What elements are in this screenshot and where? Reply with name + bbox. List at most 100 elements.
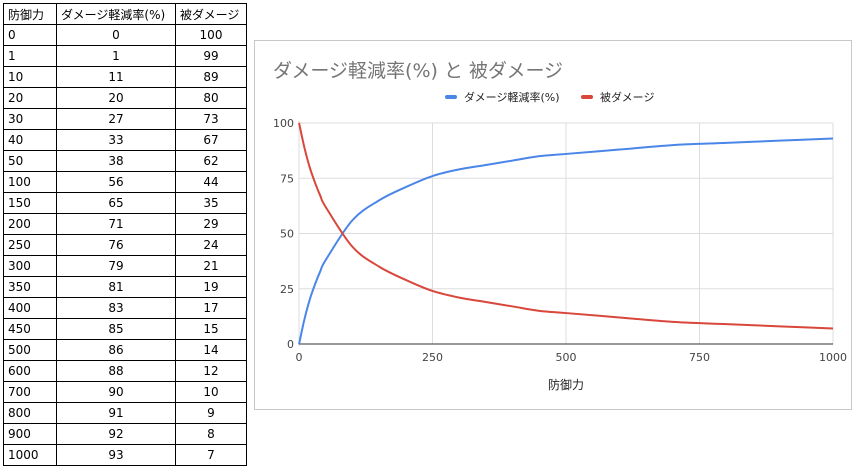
cell-defense: 10 bbox=[3, 66, 57, 88]
cell-defense: 150 bbox=[3, 192, 57, 214]
cell-damage-taken: 100 bbox=[175, 24, 247, 46]
cell-damage-taken: 9 bbox=[175, 402, 247, 424]
cell-damage-taken: 44 bbox=[175, 171, 247, 193]
x-tick-label: 500 bbox=[556, 351, 577, 364]
cell-damage-taken: 35 bbox=[175, 192, 247, 214]
cell-defense: 1 bbox=[3, 45, 57, 67]
table-row: 350 81 19 bbox=[3, 276, 247, 298]
cell-reduction-rate: 91 bbox=[56, 402, 176, 424]
cell-damage-taken: 12 bbox=[175, 360, 247, 382]
cell-damage-taken: 8 bbox=[175, 423, 247, 445]
cell-reduction-rate: 71 bbox=[56, 213, 176, 235]
cell-reduction-rate: 38 bbox=[56, 150, 176, 172]
legend-swatch bbox=[445, 95, 457, 99]
cell-reduction-rate: 0 bbox=[56, 24, 176, 46]
x-tick-label: 250 bbox=[422, 351, 443, 364]
cell-reduction-rate: 65 bbox=[56, 192, 176, 214]
cell-defense: 700 bbox=[3, 381, 57, 403]
table-row: 300 79 21 bbox=[3, 255, 247, 277]
cell-defense: 500 bbox=[3, 339, 57, 361]
cell-reduction-rate: 79 bbox=[56, 255, 176, 277]
data-table: 防御力 ダメージ軽減率(%) 被ダメージ 0 0 100 1 1 99 10 11 89 20 20… bbox=[3, 3, 247, 466]
y-tick-label: 100 bbox=[273, 117, 294, 130]
table-row: 30 27 73 bbox=[3, 108, 247, 130]
cell-reduction-rate: 88 bbox=[56, 360, 176, 382]
table-row: 600 88 12 bbox=[3, 360, 247, 382]
table-row: 1000 93 7 bbox=[3, 444, 247, 466]
table-row: 100 56 44 bbox=[3, 171, 247, 193]
cell-reduction-rate: 85 bbox=[56, 318, 176, 340]
cell-damage-taken: 73 bbox=[175, 108, 247, 130]
legend-swatch bbox=[581, 95, 593, 99]
cell-reduction-rate: 83 bbox=[56, 297, 176, 319]
table-row: 400 83 17 bbox=[3, 297, 247, 319]
x-tick-label: 750 bbox=[689, 351, 710, 364]
cell-defense: 1000 bbox=[3, 444, 57, 466]
table-row: 40 33 67 bbox=[3, 129, 247, 151]
cell-damage-taken: 14 bbox=[175, 339, 247, 361]
y-tick-label: 25 bbox=[280, 283, 294, 296]
x-tick-label: 1000 bbox=[819, 351, 847, 364]
cell-defense: 900 bbox=[3, 423, 57, 445]
cell-defense: 30 bbox=[3, 108, 57, 130]
table-row: 250 76 24 bbox=[3, 234, 247, 256]
cell-reduction-rate: 11 bbox=[56, 66, 176, 88]
cell-defense: 800 bbox=[3, 402, 57, 424]
table-row: 1 1 99 bbox=[3, 45, 247, 67]
cell-defense: 50 bbox=[3, 150, 57, 172]
cell-damage-taken: 10 bbox=[175, 381, 247, 403]
cell-damage-taken: 21 bbox=[175, 255, 247, 277]
cell-defense: 250 bbox=[3, 234, 57, 256]
chart-title: ダメージ軽減率(%) と 被ダメージ bbox=[273, 60, 563, 82]
table-row: 20 20 80 bbox=[3, 87, 247, 109]
cell-reduction-rate: 93 bbox=[56, 444, 176, 466]
table-row: 150 65 35 bbox=[3, 192, 247, 214]
cell-defense: 20 bbox=[3, 87, 57, 109]
cell-damage-taken: 17 bbox=[175, 297, 247, 319]
cell-defense: 200 bbox=[3, 213, 57, 235]
cell-defense: 300 bbox=[3, 255, 57, 277]
table-row: 700 90 10 bbox=[3, 381, 247, 403]
cell-defense: 350 bbox=[3, 276, 57, 298]
cell-reduction-rate: 20 bbox=[56, 87, 176, 109]
cell-damage-taken: 29 bbox=[175, 213, 247, 235]
cell-reduction-rate: 86 bbox=[56, 339, 176, 361]
cell-defense: 40 bbox=[3, 129, 57, 151]
y-tick-label: 0 bbox=[287, 338, 294, 351]
y-tick-label: 75 bbox=[280, 172, 294, 185]
table-row: 900 92 8 bbox=[3, 423, 247, 445]
cell-damage-taken: 99 bbox=[175, 45, 247, 67]
x-tick-label: 0 bbox=[296, 351, 303, 364]
cell-reduction-rate: 27 bbox=[56, 108, 176, 130]
header-defense: 防御力 bbox=[3, 3, 57, 25]
series-line-reduction-rate bbox=[297, 137, 834, 346]
cell-damage-taken: 15 bbox=[175, 318, 247, 340]
header-damage-taken: 被ダメージ bbox=[175, 3, 247, 25]
cell-defense: 100 bbox=[3, 171, 57, 193]
cell-damage-taken: 80 bbox=[175, 87, 247, 109]
table-row: 10 11 89 bbox=[3, 66, 247, 88]
cell-defense: 450 bbox=[3, 318, 57, 340]
cell-damage-taken: 24 bbox=[175, 234, 247, 256]
legend-label: 被ダメージ bbox=[600, 90, 654, 104]
table-row: 0 0 100 bbox=[3, 24, 247, 46]
y-tick-label: 50 bbox=[280, 228, 294, 241]
table-row: 500 86 14 bbox=[3, 339, 247, 361]
cell-reduction-rate: 33 bbox=[56, 129, 176, 151]
table-row: 800 91 9 bbox=[3, 402, 247, 424]
cell-damage-taken: 62 bbox=[175, 150, 247, 172]
legend-label: ダメージ軽減率(%) bbox=[464, 90, 560, 104]
cell-damage-taken: 89 bbox=[175, 66, 247, 88]
cell-reduction-rate: 1 bbox=[56, 45, 176, 67]
table-row: 200 71 29 bbox=[3, 213, 247, 235]
cell-reduction-rate: 56 bbox=[56, 171, 176, 193]
cell-damage-taken: 67 bbox=[175, 129, 247, 151]
cell-defense: 400 bbox=[3, 297, 57, 319]
chart-panel: ダメージ軽減率(%) と 被ダメージダメージ軽減率(%) 被ダメージ 0 25 50 75… bbox=[254, 40, 852, 410]
cell-damage-taken: 19 bbox=[175, 276, 247, 298]
cell-reduction-rate: 76 bbox=[56, 234, 176, 256]
cell-damage-taken: 7 bbox=[175, 444, 247, 466]
x-axis-label: 防御力 bbox=[548, 377, 584, 392]
table-row: 450 85 15 bbox=[3, 318, 247, 340]
